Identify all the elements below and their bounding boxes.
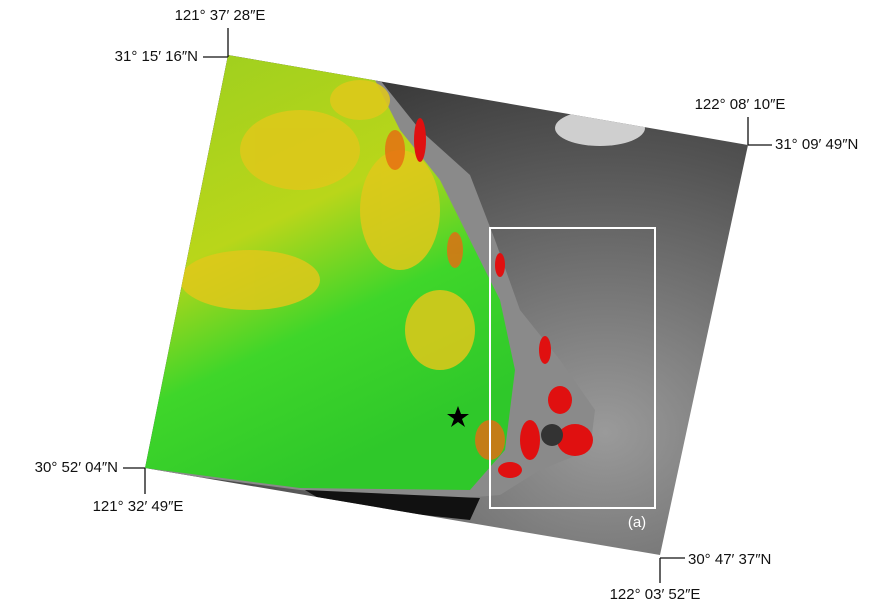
- coordinate-label: 31° 15′ 16″N: [115, 48, 198, 65]
- coordinate-label: 122° 03′ 52″E: [610, 586, 701, 603]
- coordinate-label: 30° 52′ 04″N: [35, 459, 118, 476]
- coordinate-label: 121° 37′ 28″E: [175, 7, 266, 24]
- satellite-image: [140, 50, 760, 560]
- coordinate-label: 122° 08′ 10″E: [695, 96, 786, 113]
- coordinate-label: 31° 09′ 49″N: [775, 136, 858, 153]
- coordinate-label: 30° 47′ 37″N: [688, 551, 771, 568]
- coordinate-label: 121° 32′ 49″E: [93, 498, 184, 515]
- panel-label: (a): [628, 514, 646, 531]
- map: (a) 121° 37′ 28″E 31° 15′ 16″N 122° 08′ …: [0, 0, 876, 608]
